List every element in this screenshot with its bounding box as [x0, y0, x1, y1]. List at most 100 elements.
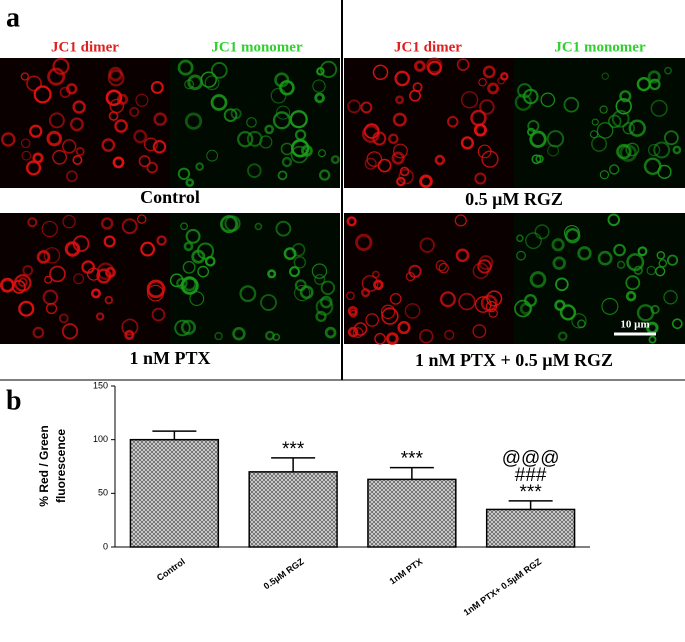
cell	[20, 72, 29, 81]
header: JC1 dimer	[394, 39, 462, 55]
cell	[394, 70, 410, 87]
cell	[259, 135, 273, 149]
cell	[481, 150, 499, 168]
cell	[1, 132, 16, 147]
cell	[293, 256, 307, 269]
cell	[32, 152, 44, 164]
cell	[210, 62, 228, 79]
cell	[32, 326, 45, 339]
cell	[150, 80, 164, 94]
cell	[29, 124, 43, 138]
cell	[75, 147, 85, 156]
cell	[396, 176, 406, 187]
cell	[555, 277, 569, 292]
cell	[47, 67, 66, 86]
cell	[474, 296, 492, 313]
cell	[365, 313, 379, 327]
cell	[152, 140, 167, 154]
cell	[609, 164, 620, 175]
significance-label: ***	[282, 439, 305, 460]
cell	[246, 130, 263, 147]
cell	[474, 172, 487, 185]
cell	[347, 306, 358, 317]
cell	[516, 250, 526, 261]
cell	[41, 220, 58, 238]
cell	[276, 105, 291, 120]
cell	[619, 90, 632, 103]
cell	[444, 329, 455, 340]
cell	[180, 319, 197, 335]
cell	[628, 119, 646, 137]
cell	[109, 98, 125, 114]
cell	[601, 297, 619, 315]
cell	[664, 66, 673, 75]
cell	[352, 327, 364, 338]
cell	[108, 66, 123, 82]
bar	[485, 508, 576, 548]
cell	[557, 331, 568, 342]
cell	[386, 332, 399, 345]
cell	[404, 303, 421, 319]
cell	[133, 129, 148, 144]
cell	[478, 78, 487, 87]
cell	[316, 67, 325, 76]
cell	[347, 326, 359, 338]
cell	[195, 162, 204, 171]
cell	[185, 178, 195, 187]
cell	[472, 324, 487, 339]
cell	[482, 65, 496, 79]
cell	[389, 293, 402, 305]
cell	[275, 220, 292, 237]
cell	[146, 161, 158, 174]
caption: 1 nM PTX	[130, 348, 211, 368]
cell	[330, 155, 340, 165]
cell	[272, 111, 291, 130]
cell	[397, 320, 411, 335]
cell	[180, 222, 188, 231]
cell	[591, 135, 608, 152]
caption: Control	[140, 187, 200, 207]
cell	[281, 156, 293, 168]
cell	[52, 149, 67, 165]
cell	[96, 262, 115, 280]
cell	[147, 284, 164, 302]
cell	[577, 319, 586, 329]
cell	[625, 275, 641, 291]
cell	[454, 214, 467, 227]
cell	[426, 57, 443, 74]
cell	[625, 142, 640, 157]
significance-label: ###	[515, 465, 547, 486]
cell	[320, 280, 335, 295]
cell	[105, 89, 123, 107]
cell	[58, 313, 69, 324]
cell	[91, 288, 101, 299]
cell	[129, 106, 140, 118]
cell	[373, 279, 384, 291]
cell	[65, 170, 78, 183]
cell	[395, 95, 405, 105]
cell	[439, 291, 456, 308]
significance-label: ***	[520, 482, 543, 503]
cell	[177, 167, 191, 180]
panel-label: b	[6, 385, 22, 416]
cell	[591, 118, 599, 126]
cell	[184, 112, 203, 130]
cell	[254, 222, 263, 231]
y-tick-label: 150	[93, 380, 108, 390]
cell	[405, 271, 416, 282]
cell	[116, 93, 129, 105]
cell	[388, 133, 399, 144]
cell	[22, 265, 34, 276]
cell	[500, 72, 509, 81]
cell	[527, 119, 540, 133]
cell	[607, 114, 622, 129]
bar	[248, 471, 338, 548]
cell	[380, 304, 396, 319]
y-tick-label: 100	[93, 434, 108, 444]
cell	[487, 82, 500, 95]
cell	[597, 250, 613, 266]
cell	[33, 85, 52, 104]
cell	[529, 271, 547, 288]
cell	[224, 215, 241, 232]
